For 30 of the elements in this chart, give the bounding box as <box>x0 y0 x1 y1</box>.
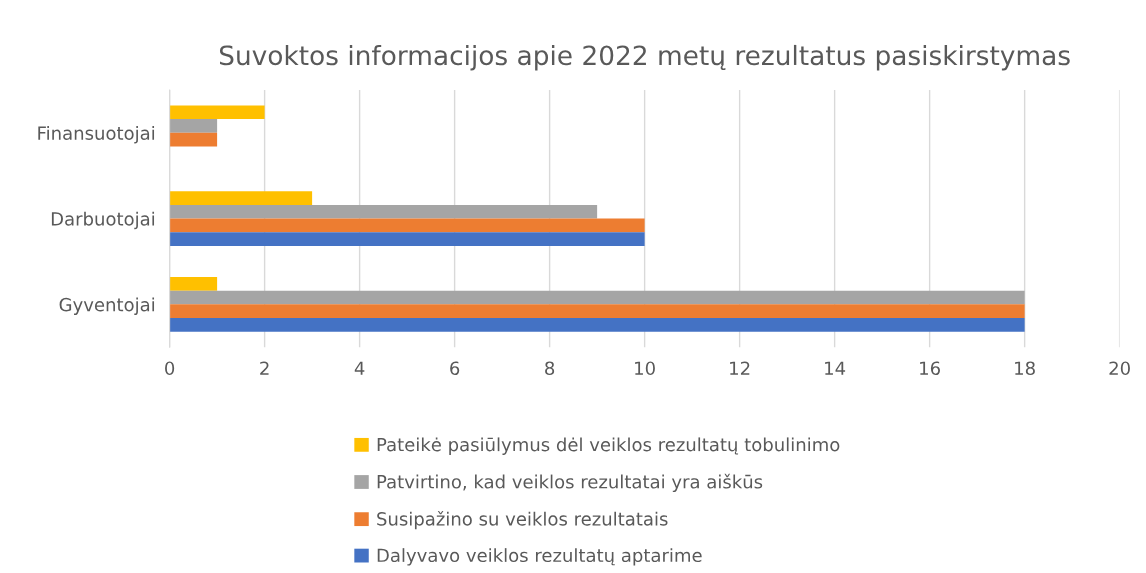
y-tick-label: Darbuotojai <box>51 211 155 230</box>
x-tick-label: 16 <box>920 361 940 376</box>
legend-label: Pateikė pasiūlymus dėl veiklos rezultatų tobulinimo <box>377 437 840 455</box>
x-tick-label: 2 <box>260 361 269 375</box>
chart-title: Suvoktos informacijos apie 2022 metų rezultatus pasiskirstymas <box>219 44 1070 71</box>
bar <box>169 105 265 120</box>
bar <box>169 304 1025 319</box>
bar <box>169 276 218 291</box>
bar <box>169 191 313 205</box>
bar <box>169 318 1025 332</box>
x-tick-label: 6 <box>450 361 460 376</box>
y-tick-label: Finansuotojai <box>38 125 155 144</box>
x-tick-label: 18 <box>1015 361 1035 376</box>
bar <box>169 132 218 147</box>
x-tick-label: 12 <box>730 361 750 375</box>
legend-label: Dalyvavo veiklos rezultatų aptarime <box>377 548 702 566</box>
x-tick-label: 4 <box>354 361 365 375</box>
x-tick-label: 8 <box>545 361 555 376</box>
bar <box>169 218 645 233</box>
y-tick-label: Gyventojai <box>59 297 155 315</box>
x-tick-label: 14 <box>825 361 846 375</box>
legend-label: Susipažino su veiklos rezultatais <box>377 510 668 530</box>
bar <box>169 232 645 247</box>
x-tick-label: 0 <box>165 361 175 376</box>
bar <box>169 204 598 219</box>
bar <box>169 119 218 133</box>
x-tick-label: 20 <box>1109 361 1130 376</box>
x-tick-label: 10 <box>635 361 655 376</box>
legend-label: Patvirtino, kad veiklos rezultatai yra aiškūs <box>377 473 763 493</box>
bar <box>169 290 1025 305</box>
